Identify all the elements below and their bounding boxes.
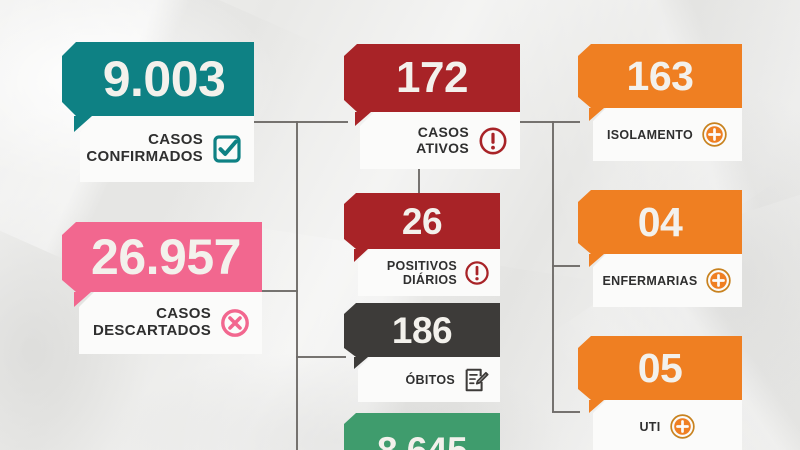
stat-value-positivos-diarios: 26 xyxy=(344,193,500,249)
stat-card-casos-descartados[interactable]: 26.957 CASOS DESCARTADOS xyxy=(62,222,262,356)
exclamation-circle-icon xyxy=(465,260,489,285)
stat-value-casos-ativos: 172 xyxy=(344,44,520,112)
clipboard-pencil-icon xyxy=(465,368,489,391)
check-square-icon xyxy=(213,135,241,163)
connector-ativos-to-positivos xyxy=(418,169,420,195)
connector-isolamento-branch xyxy=(552,121,580,123)
stat-card-enfermarias[interactable]: 04 ENFERMARIAS xyxy=(578,190,742,307)
stat-label-panel-isolamento: ISOLAMENTO xyxy=(593,108,742,161)
connector-confirmados-branch xyxy=(254,121,298,123)
stat-card-uti[interactable]: 05 UTI xyxy=(578,336,742,450)
connector-ativos-branch xyxy=(296,121,348,123)
stat-card-casos-ativos[interactable]: 172 CASOS ATIVOS xyxy=(344,44,520,169)
stat-label-panel-uti: UTI xyxy=(593,400,742,450)
stat-label-text: POSITIVOS DIÁRIOS xyxy=(386,258,457,287)
connector-descartados-branch xyxy=(260,290,298,292)
stat-card-positivos-diarios[interactable]: 26 POSITIVOS DIÁRIOS xyxy=(344,193,500,297)
stat-card-recuperados[interactable]: 8.645 xyxy=(344,413,500,450)
stat-label-panel-casos-ativos: CASOS ATIVOS xyxy=(360,112,520,169)
plus-circle-icon xyxy=(706,268,732,293)
stat-label-text: CASOS DESCARTADOS xyxy=(92,305,211,339)
stat-label-panel-positivos-diarios: POSITIVOS DIÁRIOS xyxy=(358,249,500,296)
stat-label-panel-enfermarias: ENFERMARIAS xyxy=(593,254,742,307)
exclamation-circle-icon xyxy=(479,127,507,154)
connector-left-trunk xyxy=(296,122,298,450)
stat-card-casos-confirmados[interactable]: 9.003 CASOS CONFIRMADOS xyxy=(62,42,254,184)
connector-obitos-branch xyxy=(296,356,346,358)
stat-label-panel-casos-confirmados: CASOS CONFIRMADOS xyxy=(80,116,254,182)
stat-card-isolamento[interactable]: 163 ISOLAMENTO xyxy=(578,44,742,161)
stat-value-recuperados: 8.645 xyxy=(344,413,500,450)
stat-label-text: UTI xyxy=(639,419,661,434)
stat-label-panel-obitos: ÓBITOS xyxy=(358,357,500,402)
stat-label-text: ENFERMARIAS xyxy=(602,273,698,288)
stat-value-casos-confirmados: 9.003 xyxy=(62,42,254,116)
stat-label-panel-casos-descartados: CASOS DESCARTADOS xyxy=(79,292,262,354)
stat-card-obitos[interactable]: 186 ÓBITOS xyxy=(344,303,500,402)
connector-right-trunk-feed xyxy=(516,121,554,123)
plus-circle-icon xyxy=(669,414,695,439)
stat-value-casos-descartados: 26.957 xyxy=(62,222,262,292)
stat-label-text: CASOS ATIVOS xyxy=(416,123,469,156)
stat-label-text: ÓBITOS xyxy=(405,372,455,387)
stat-value-isolamento: 163 xyxy=(578,44,742,108)
stat-value-uti: 05 xyxy=(578,336,742,400)
connector-enfermarias-branch xyxy=(552,265,580,267)
stat-label-text: CASOS CONFIRMADOS xyxy=(86,131,203,165)
stat-value-enfermarias: 04 xyxy=(578,190,742,254)
stat-value-obitos: 186 xyxy=(344,303,500,357)
x-circle-icon xyxy=(221,309,249,337)
plus-circle-icon xyxy=(702,122,727,147)
stat-label-text: ISOLAMENTO xyxy=(606,127,694,142)
connector-uti-branch xyxy=(552,411,580,413)
